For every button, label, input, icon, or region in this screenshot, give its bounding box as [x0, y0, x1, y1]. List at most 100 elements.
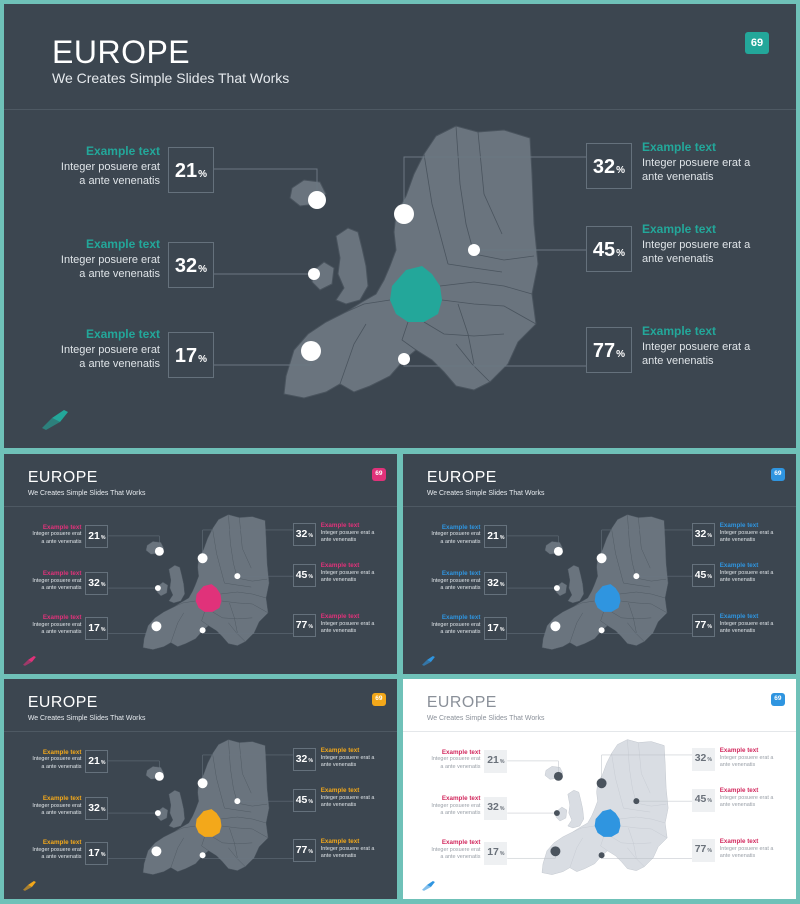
slide[interactable]: EUROPE We Creates Simple Slides That Work… [4, 454, 397, 674]
callout-heading: Example text [441, 569, 481, 577]
callout-body: Integer posuere erat a ante venenatis [719, 795, 774, 809]
europe-map [507, 514, 692, 650]
slide[interactable]: EUROPE We Creates Simple Slides That Work… [4, 4, 796, 448]
country-border [229, 827, 238, 858]
callout-heading: Example text [42, 569, 82, 577]
uk-island [335, 227, 369, 305]
callout-label: Example text Integer posuere erat a ante … [430, 839, 480, 861]
ireland-island [156, 806, 169, 822]
country-border [569, 612, 583, 643]
callout-body: Integer posuere erat a ante venenatis [642, 239, 751, 266]
country-border [221, 825, 269, 839]
percent-value: 32 [295, 529, 308, 540]
callout-heading: Example text [441, 748, 481, 756]
europe-map [108, 514, 293, 650]
percent-value: 77 [295, 620, 308, 632]
callout-label: Example text Integer posuere erat a ante … [31, 749, 81, 771]
country-border [600, 611, 608, 626]
rocket-body [426, 880, 435, 887]
country-border [620, 600, 668, 614]
callout-heading: Example text [85, 327, 160, 341]
slide[interactable]: EUROPE We Creates Simple Slides That Work… [403, 679, 796, 899]
uk-island [567, 564, 584, 604]
callout-heading: Example text [719, 746, 759, 754]
map-marker [553, 810, 560, 817]
callout-heading: Example text [719, 787, 759, 795]
country-border [228, 514, 238, 579]
callout-heading: Example text [320, 787, 360, 795]
percent-value: 32 [487, 802, 499, 814]
percent-unit: % [308, 799, 313, 806]
percent-unit: % [308, 624, 313, 631]
percent-unit: % [100, 759, 106, 766]
callout-heading: Example text [320, 521, 360, 529]
country-border [611, 611, 652, 620]
percent-box: 32% [586, 143, 632, 189]
percent-value: 45 [694, 794, 707, 806]
percent-box: 77% [586, 327, 632, 373]
map-marker [154, 810, 161, 817]
country-border [638, 742, 651, 794]
callout-body: Integer posuere erat a ante venenatis [719, 570, 774, 584]
callout-body: Integer posuere erat a ante venenatis [431, 802, 481, 816]
map-group [108, 514, 293, 650]
slide-subtitle: We Creates Simple Slides That Works [52, 70, 290, 86]
callout-body: Integer posuere erat a ante venenatis [320, 754, 375, 768]
map-marker [154, 546, 164, 556]
header-divider [4, 109, 796, 110]
percent-value: 45 [592, 239, 616, 261]
slide[interactable]: EUROPE We Creates Simple Slides That Work… [4, 679, 397, 899]
callout-body: Integer posuere erat a ante venenatis [642, 157, 751, 184]
rocket-trail [421, 659, 431, 666]
percent-box: 77% [691, 839, 715, 863]
callout-label: Example text Integer posuere erat a ante … [720, 562, 780, 584]
callout-label: Example text Integer posuere erat a ante … [720, 787, 780, 809]
percent-value: 17 [487, 846, 499, 858]
percent-unit: % [499, 850, 505, 857]
page-number-badge: 69 [770, 692, 785, 706]
percent-unit: % [100, 851, 106, 858]
percent-unit: % [499, 582, 505, 589]
percent-value: 32 [694, 529, 707, 540]
callout-label: Example text Integer posuere erat a ante … [31, 524, 82, 546]
rocket-icon [421, 655, 435, 666]
map-marker [468, 244, 480, 256]
callout-body: Integer posuere erat a ante venenatis [320, 570, 375, 584]
callout-label: Example text Integer posuere erat a ante … [58, 144, 160, 189]
callout-body: Integer posuere erat a ante venenatis [32, 531, 82, 545]
callout-heading: Example text [320, 562, 360, 570]
map-marker [308, 268, 320, 280]
percent-box: 32% [85, 797, 109, 820]
percent-box: 21% [484, 749, 508, 773]
callout-heading: Example text [320, 746, 360, 754]
percent-box: 21% [85, 749, 109, 773]
europe-mainland [142, 739, 270, 875]
country-border [201, 611, 209, 626]
callout-heading: Example text [719, 521, 759, 529]
percent-value: 32 [487, 578, 499, 590]
country-border [628, 827, 637, 858]
callout-body: Integer posuere erat a ante venenatis [719, 754, 774, 768]
country-border [627, 514, 637, 579]
percent-value: 32 [295, 754, 308, 765]
percent-unit: % [707, 848, 712, 855]
percent-box: 45% [691, 789, 715, 813]
rocket-icon [22, 655, 36, 666]
callout-body: Integer posuere erat a ante venenatis [431, 756, 481, 770]
percent-value: 77 [295, 845, 308, 857]
percent-box: 17% [484, 841, 508, 865]
slide-title: EUROPE [426, 693, 497, 711]
slide-subtitle: We Creates Simple Slides That Works [27, 489, 146, 497]
map-marker [154, 771, 164, 781]
slide[interactable]: EUROPE We Creates Simple Slides That Work… [403, 454, 796, 674]
percent-box: 21% [85, 524, 109, 548]
callout-heading: Example text [642, 324, 717, 338]
map-marker [596, 553, 607, 564]
callout-body: Integer posuere erat a ante venenatis [32, 847, 82, 861]
percent-box: 32% [691, 748, 715, 771]
ireland-island [555, 581, 568, 597]
map-marker [553, 585, 560, 592]
slide-title: EUROPE [27, 693, 98, 711]
percent-value: 32 [694, 753, 707, 764]
callout-label: Example text Integer posuere erat a ante … [642, 222, 762, 267]
